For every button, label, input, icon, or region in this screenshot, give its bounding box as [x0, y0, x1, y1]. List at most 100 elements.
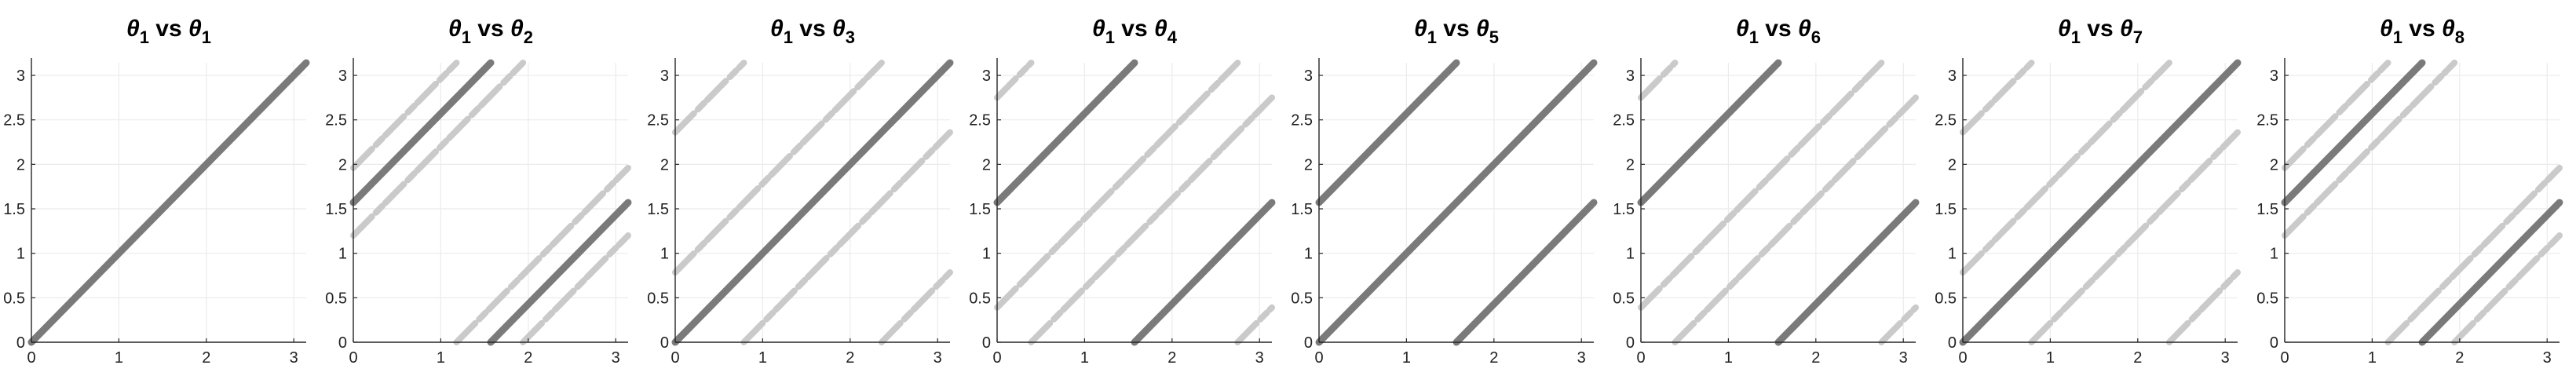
- data-segment: [27, 59, 310, 346]
- data-segment: [2451, 232, 2563, 345]
- data-segment: [672, 60, 885, 276]
- title-text: θ: [1414, 16, 1427, 42]
- y-tick-label: 2: [1304, 156, 1313, 173]
- data-segment: [1672, 94, 1919, 345]
- y-tick-label: 1: [660, 246, 669, 263]
- panel-title: θ1 vs θ8: [2380, 16, 2465, 47]
- data-segment: [2028, 129, 2241, 345]
- y-tick-label: 1: [16, 246, 25, 263]
- title-text: θ: [2380, 16, 2393, 42]
- data-segment: [994, 60, 1241, 311]
- x-tick-label: 0: [1958, 349, 1967, 367]
- title-subscript: 6: [1811, 27, 1821, 47]
- y-tick-label: 0: [16, 334, 25, 352]
- y-tick-label: 2: [2270, 156, 2278, 173]
- y-tick-label: 1: [2270, 246, 2278, 263]
- x-tick-label: 0: [1636, 349, 1645, 367]
- x-tick-label: 2: [846, 349, 854, 367]
- data-segment: [520, 232, 631, 345]
- data-segment: [2281, 59, 2426, 206]
- y-tick-label: 2.5: [325, 112, 347, 130]
- title-subscript: 1: [2393, 27, 2402, 47]
- title-text: vs: [149, 16, 188, 42]
- y-tick-label: 1: [1626, 246, 1635, 263]
- y-tick-label: 3: [982, 68, 991, 85]
- title-text: θ: [126, 16, 140, 42]
- data-segment: [671, 59, 954, 346]
- title-subscript: 8: [2455, 27, 2465, 47]
- y-tick-label: 3: [660, 68, 669, 85]
- y-tick-label: 0.5: [647, 290, 669, 307]
- data-segment: [1028, 94, 1275, 345]
- x-tick-label: 3: [934, 349, 942, 367]
- data-segment: [1315, 59, 1598, 346]
- y-tick-label: 1: [982, 246, 991, 263]
- x-tick-label: 3: [1899, 349, 1908, 367]
- y-tick-label: 1: [1948, 246, 1957, 263]
- title-text: θ: [770, 16, 784, 42]
- data-segment: [672, 60, 747, 136]
- y-tick-label: 2.5: [969, 112, 991, 130]
- title-text: θ: [2058, 16, 2071, 42]
- y-tick-label: 2.5: [2256, 112, 2278, 130]
- data-segment: [1638, 60, 1679, 101]
- x-tick-label: 0: [2280, 349, 2289, 367]
- title-subscript: 1: [1105, 27, 1115, 47]
- y-tick-label: 1.5: [1613, 201, 1635, 218]
- x-tick-label: 1: [2368, 349, 2377, 367]
- x-tick-label: 2: [2133, 349, 2142, 367]
- y-tick-label: 0.5: [1935, 290, 1957, 307]
- y-tick-label: 3: [1948, 68, 1957, 85]
- title-subscript: 1: [1749, 27, 1759, 47]
- x-tick-label: 1: [1724, 349, 1733, 367]
- title-text: vs: [1115, 16, 1154, 42]
- y-tick-label: 2: [660, 156, 669, 173]
- data-segment: [2282, 60, 2458, 239]
- y-tick-label: 0.5: [325, 290, 347, 307]
- data-segment: [453, 164, 631, 345]
- data-segment: [1774, 199, 1920, 346]
- panel-title: θ1 vs θ2: [448, 16, 533, 47]
- title-subscript: 1: [2071, 27, 2081, 47]
- x-tick-label: 3: [1577, 349, 1586, 367]
- x-tick-label: 1: [1080, 349, 1089, 367]
- data-segment: [487, 199, 632, 346]
- data-segment: [1878, 304, 1919, 345]
- y-tick-label: 2.5: [1291, 112, 1313, 130]
- data-segment: [2165, 269, 2241, 345]
- data-segment: [1960, 60, 2172, 276]
- y-tick-label: 0: [1948, 334, 1957, 352]
- data-segment: [349, 59, 495, 206]
- y-tick-label: 1: [338, 246, 347, 263]
- data-segment: [1637, 59, 1782, 206]
- title-subscript: 1: [784, 27, 793, 47]
- title-text: vs: [1437, 16, 1476, 42]
- x-tick-label: 1: [758, 349, 767, 367]
- data-segment: [2282, 60, 2391, 171]
- x-tick-label: 2: [524, 349, 532, 367]
- title-text: vs: [2081, 16, 2120, 42]
- y-tick-label: 0: [338, 334, 347, 352]
- x-tick-label: 3: [290, 349, 298, 367]
- data-segment: [1234, 304, 1275, 345]
- title-text: θ: [1092, 16, 1105, 42]
- title-text: θ: [1154, 16, 1167, 42]
- y-tick-label: 2: [338, 156, 347, 173]
- panel-title: θ1 vs θ1: [126, 16, 211, 47]
- title-subscript: 1: [140, 27, 149, 47]
- title-text: θ: [832, 16, 846, 42]
- x-tick-label: 0: [670, 349, 679, 367]
- y-tick-label: 0: [1304, 334, 1313, 352]
- data-segment: [350, 60, 460, 171]
- x-tick-label: 3: [1255, 349, 1264, 367]
- x-tick-label: 1: [1402, 349, 1411, 367]
- title-text: θ: [510, 16, 524, 42]
- y-tick-label: 2: [1626, 156, 1635, 173]
- x-tick-label: 2: [1811, 349, 1820, 367]
- title-text: θ: [1798, 16, 1811, 42]
- y-tick-label: 3: [16, 68, 25, 85]
